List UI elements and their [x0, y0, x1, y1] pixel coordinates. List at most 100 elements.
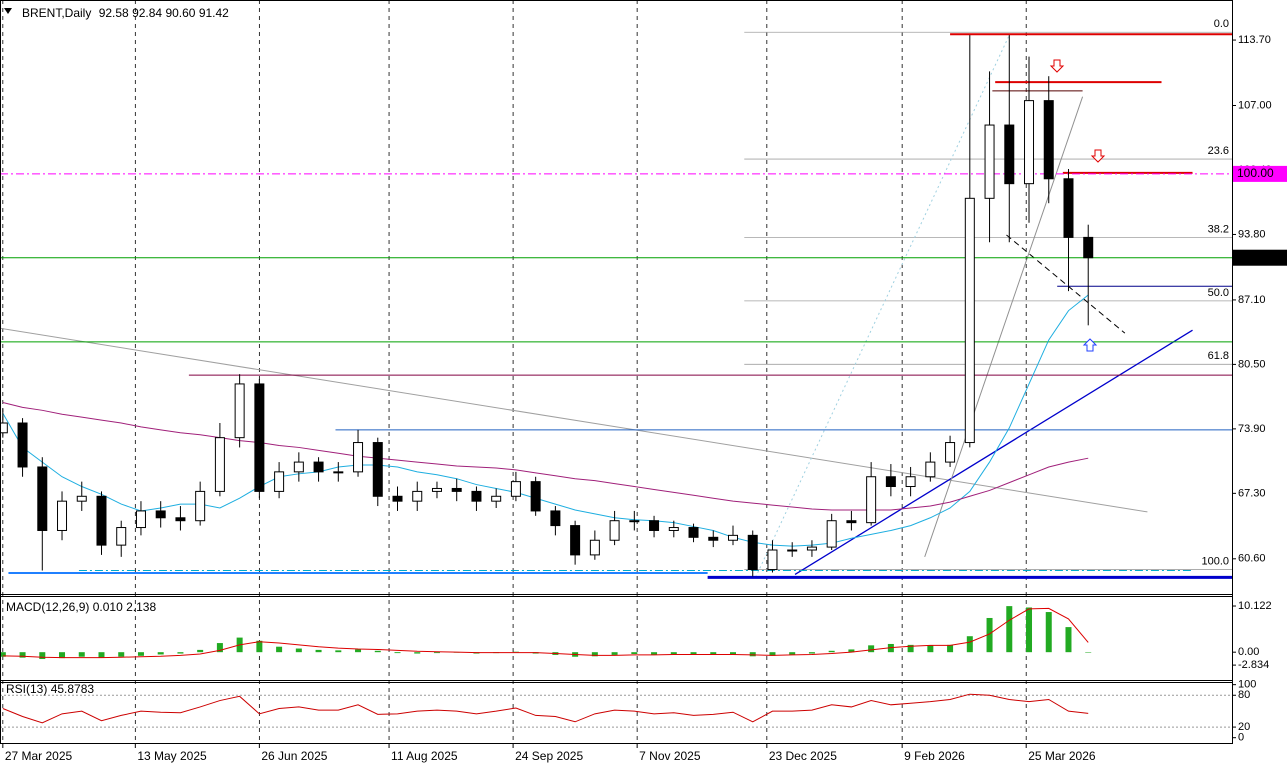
candle-body: [471, 490, 482, 502]
x-tick-label: 24 Sep 2025: [515, 749, 583, 763]
candle-body: [254, 383, 265, 492]
candle-body: [787, 549, 798, 552]
candle-body: [984, 124, 995, 199]
macd-bar: [611, 652, 618, 655]
macd-bar: [729, 652, 736, 655]
x-tick-label: 7 Nov 2025: [639, 749, 701, 763]
macd-bar: [19, 652, 26, 658]
y-tick-label: 0.00: [1238, 646, 1259, 658]
candle-body: [905, 476, 916, 488]
candle-body: [510, 481, 521, 497]
y-tick-label: 60.60: [1238, 553, 1266, 565]
fib-label: 23.6: [1208, 145, 1229, 157]
macd-bar: [433, 652, 440, 654]
macd-bar: [749, 652, 756, 657]
candle-body: [945, 442, 956, 463]
macd-bar: [157, 652, 164, 655]
macd-bar: [848, 649, 855, 653]
candle-body: [372, 442, 383, 497]
candle-body: [274, 471, 285, 492]
macd-signal: [2, 607, 1089, 659]
candle-body: [530, 481, 541, 512]
candle-body: [155, 510, 166, 519]
macd-bar: [1065, 627, 1072, 653]
macd-bar: [1045, 612, 1052, 653]
candle-body: [668, 527, 679, 531]
candle-body: [550, 510, 561, 527]
candle-body: [826, 520, 837, 548]
candle-body: [135, 510, 146, 529]
macd-bar: [631, 652, 638, 655]
fib-label: 38.2: [1208, 223, 1229, 235]
candle-body: [234, 383, 245, 439]
candle-body: [1004, 124, 1015, 185]
candle-body: [0, 422, 8, 434]
macd-bar: [355, 649, 362, 653]
macd-bar: [591, 652, 598, 657]
candle-body: [392, 495, 403, 502]
high-price: 92.84: [132, 6, 162, 20]
fib-label: 0.0: [1214, 18, 1229, 30]
macd-bar: [1026, 607, 1033, 653]
macd-bar: [710, 652, 717, 655]
price-label: 91.42: [1237, 250, 1267, 264]
fib-label: 61.8: [1208, 350, 1229, 362]
x-tick-label: 13 May 2025: [137, 749, 207, 763]
candle-body: [195, 490, 206, 522]
y-tick-label: 87.10: [1238, 294, 1266, 306]
y-tick-label: -2.834: [1238, 659, 1269, 671]
macd-main: 0.010: [93, 600, 123, 614]
menu-triangle[interactable]: [4, 8, 12, 14]
macd-bar: [947, 644, 954, 653]
candle-body: [57, 500, 68, 531]
y-tick-label: 67.30: [1238, 487, 1266, 499]
macd-bar: [374, 650, 381, 653]
x-tick-label: 23 Dec 2025: [769, 749, 837, 763]
candle-body: [333, 471, 344, 474]
macd-bar: [966, 636, 973, 653]
macd-bar: [118, 652, 125, 657]
candle-body: [964, 197, 975, 444]
y-tick-label: 100: [1238, 679, 1256, 691]
candle-body: [885, 476, 896, 488]
trendline: [1006, 234, 1126, 334]
candle-body: [727, 534, 738, 541]
y-tick-label: 93.80: [1238, 228, 1266, 240]
macd-bar: [276, 646, 283, 653]
x-tick-label: 25 Mar 2026: [1028, 749, 1096, 763]
sell-arrow: [1090, 149, 1106, 163]
trendline: [0, 327, 1148, 513]
macd-bar: [769, 652, 776, 656]
candle-body: [214, 437, 225, 492]
moving-average: [2, 294, 1089, 547]
fib-label: 100.0: [1201, 555, 1229, 567]
marks-layer: [0, 35, 1094, 724]
candle-body: [76, 495, 87, 502]
macd-bar: [868, 645, 875, 653]
y-tick-label: 10.122: [1238, 600, 1272, 612]
macd-bar: [828, 650, 835, 653]
macd-bar: [59, 652, 66, 659]
header: BRENT,Daily 92.58 92.84 90.60 91.42: [22, 6, 229, 20]
candle-body: [609, 520, 620, 541]
macd-bar: [197, 649, 204, 653]
candle-body: [37, 466, 48, 531]
macd-bar: [670, 652, 677, 655]
candle-body: [17, 422, 28, 468]
macd-bar: [39, 652, 46, 660]
macd-header: MACD(12,26,9) 0.010 2.138: [6, 600, 156, 614]
candle-body: [313, 461, 324, 473]
y-tick-label: 0: [1238, 732, 1244, 744]
macd-bar: [256, 640, 263, 653]
candle-body: [116, 527, 127, 546]
x-tick-label: 11 Aug 2025: [391, 749, 458, 763]
macd-bar: [1006, 606, 1013, 653]
candle-body: [412, 490, 423, 502]
macd-bar: [986, 617, 993, 653]
candle-body: [175, 517, 186, 522]
macd-title: MACD(12,26,9): [6, 600, 89, 614]
y-tick-label: 73.90: [1238, 423, 1266, 435]
candle-body: [629, 520, 640, 523]
macd-bar: [808, 652, 815, 654]
